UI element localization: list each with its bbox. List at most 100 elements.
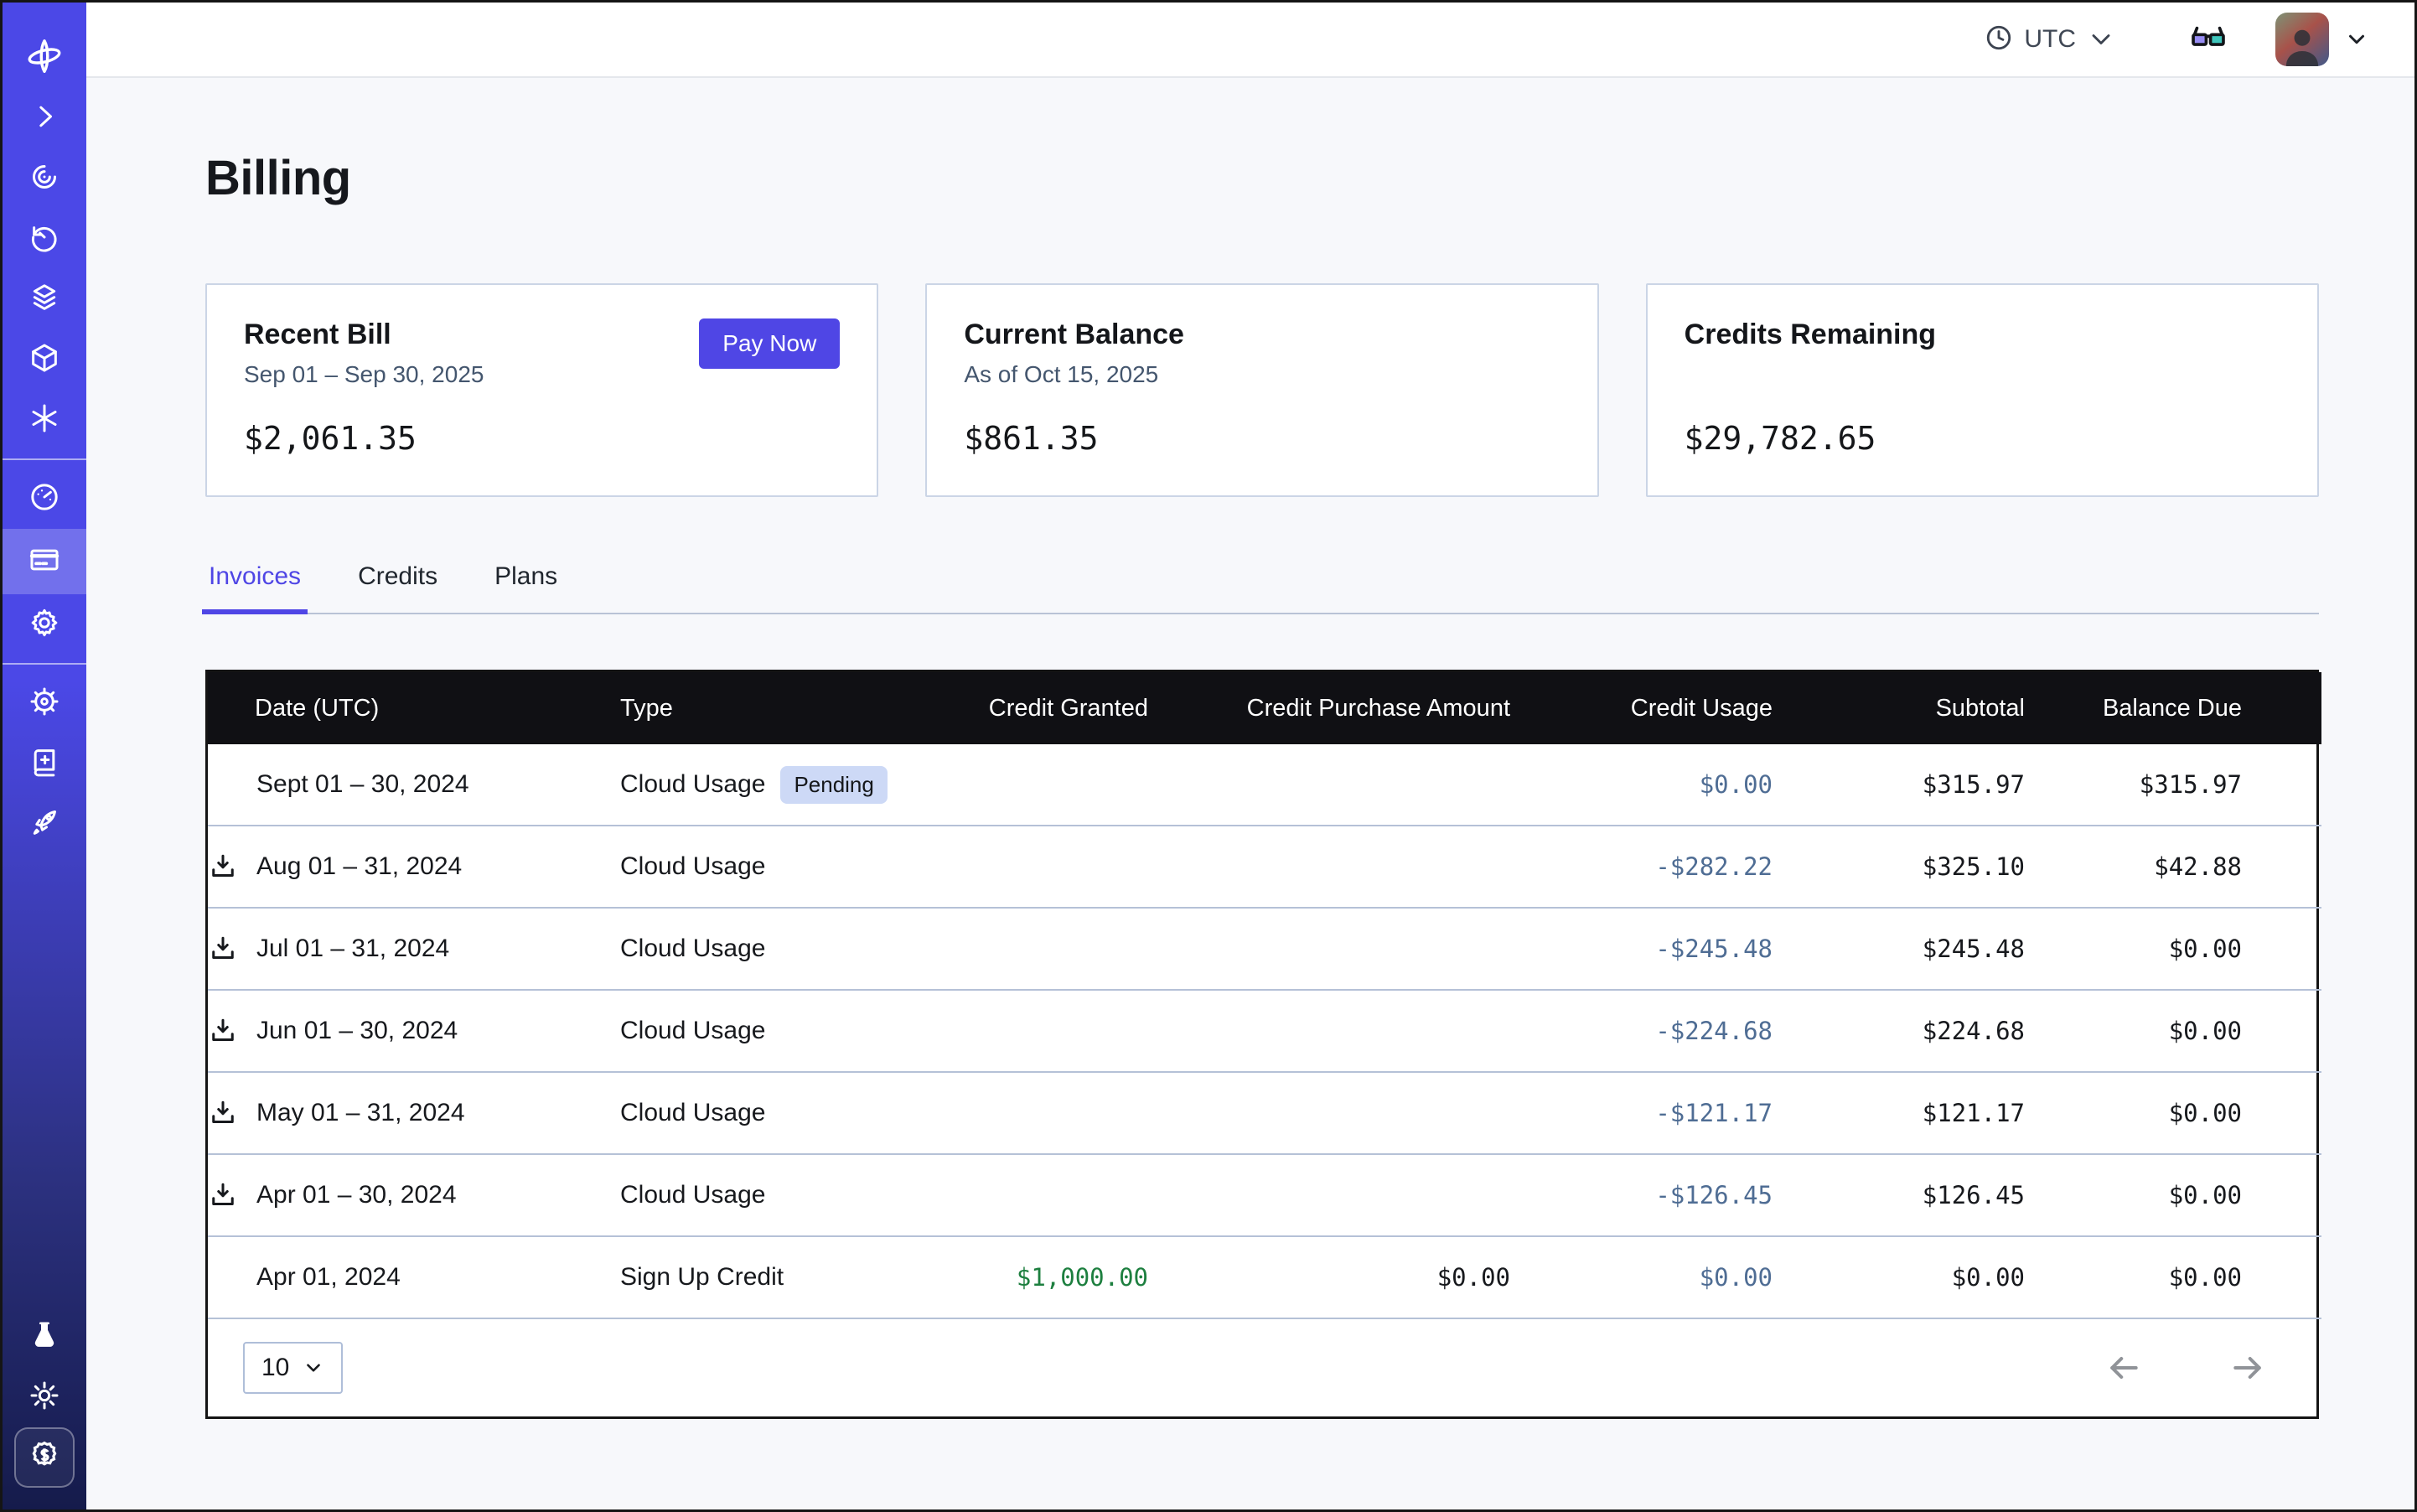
credit-purchase-value (1148, 744, 1510, 826)
cube-icon (28, 341, 61, 379)
credit-usage-value: -$224.68 (1510, 990, 1773, 1072)
sidebar-item-functions[interactable] (3, 390, 86, 450)
subtotal-value: $224.68 (1773, 990, 2025, 1072)
balance-due-value: $315.97 (2025, 744, 2321, 826)
asterisk-icon (28, 401, 61, 439)
col-credit-granted: Credit Granted (947, 672, 1148, 744)
reader-mode-button[interactable] (2190, 19, 2227, 60)
invoice-date: Sept 01 – 30, 2024 (256, 770, 469, 799)
account-menu-chevron-icon[interactable] (2344, 27, 2369, 52)
dollar-badge-icon (27, 1438, 62, 1478)
page-size-value: 10 (261, 1354, 289, 1382)
credits-remaining-title: Credits Remaining (1685, 318, 1936, 351)
credit-granted-value (947, 990, 1148, 1072)
pay-now-button[interactable]: Pay Now (699, 318, 840, 369)
subtotal-value: $315.97 (1773, 744, 2025, 826)
billing-page: Billing Recent Bill Sep 01 – Sep 30, 202… (86, 78, 2414, 1509)
chevron-down-icon (2086, 24, 2116, 54)
sun-icon (28, 1379, 61, 1416)
download-invoice-button[interactable] (208, 933, 240, 965)
subtotal-value: $126.45 (1773, 1154, 2025, 1236)
download-invoice-button[interactable] (208, 1097, 240, 1129)
sidebar-item-collapse[interactable] (3, 88, 86, 148)
clock-icon (1984, 23, 2014, 57)
download-invoice-button[interactable] (208, 1179, 240, 1211)
current-balance-title: Current Balance (964, 318, 1184, 351)
timezone-selector[interactable]: UTC (1984, 23, 2116, 57)
col-type: Type (620, 672, 947, 744)
sidebar-item-labs[interactable] (3, 1307, 86, 1367)
sidebar-item-usage[interactable] (3, 469, 86, 529)
sidebar-item-settings[interactable] (3, 594, 86, 655)
sidebar-item-getting-started[interactable] (3, 794, 86, 854)
credit-granted-value: $1,000.00 (947, 1236, 1148, 1318)
subtotal-value: $325.10 (1773, 826, 2025, 908)
sidebar-item-observe[interactable] (3, 148, 86, 209)
sidebar-item-theme[interactable] (3, 1367, 86, 1427)
page-size-select[interactable]: 10 (243, 1342, 343, 1394)
balance-due-value: $0.00 (2025, 908, 2321, 990)
download-invoice-button[interactable] (208, 1015, 240, 1047)
invoice-date: Jul 01 – 31, 2024 (256, 935, 449, 963)
balance-due-value: $42.88 (2025, 826, 2321, 908)
credits-badge-button[interactable] (14, 1427, 75, 1488)
sidebar-item-support[interactable] (3, 673, 86, 733)
summary-cards: Recent Bill Sep 01 – Sep 30, 2025 Pay No… (205, 283, 2319, 497)
invoice-type: Cloud Usage (620, 1017, 765, 1045)
balance-due-value: $0.00 (2025, 1236, 2321, 1318)
main-column: UTC (86, 3, 2414, 1509)
recent-bill-period: Sep 01 – Sep 30, 2025 (244, 361, 484, 388)
flask-icon (28, 1318, 61, 1356)
sidebar (3, 3, 86, 1509)
user-avatar[interactable] (2275, 13, 2329, 66)
previous-page-button[interactable] (2105, 1349, 2142, 1386)
table-pagination: 10 (208, 1319, 2316, 1416)
credit-usage-value: -$282.22 (1510, 826, 1773, 908)
sidebar-item-layers[interactable] (3, 269, 86, 329)
invoice-type: Cloud Usage (620, 935, 765, 963)
download-invoice-button[interactable] (208, 851, 240, 883)
tab-plans[interactable]: Plans (491, 562, 561, 613)
table-row: Aug 01 – 31, 2024 Cloud Usage -$282.22 $… (208, 826, 2321, 908)
invoice-type: Cloud Usage (620, 1181, 765, 1209)
sidebar-item-history[interactable] (3, 209, 86, 269)
billing-tabs: Invoices Credits Plans (205, 562, 2319, 614)
topbar: UTC (86, 3, 2414, 78)
layers-icon (28, 281, 61, 318)
tab-invoices[interactable]: Invoices (205, 562, 304, 613)
sidebar-divider (3, 663, 86, 665)
next-page-button[interactable] (2229, 1349, 2266, 1386)
credit-usage-value: -$121.17 (1510, 1072, 1773, 1154)
current-balance-card: Current Balance As of Oct 15, 2025 $861.… (925, 283, 1598, 497)
sidebar-item-billing[interactable] (3, 529, 86, 594)
invoice-type: Cloud Usage (620, 852, 765, 881)
subtotal-value: $121.17 (1773, 1072, 2025, 1154)
table-row: Apr 01 – 30, 2024 Cloud Usage -$126.45 $… (208, 1154, 2321, 1236)
gauge-icon (28, 480, 61, 518)
invoice-type: Cloud Usage (620, 1099, 765, 1127)
credit-granted-value (947, 826, 1148, 908)
orbit-logo-icon (25, 37, 64, 80)
table-row: Jul 01 – 31, 2024 Cloud Usage -$245.48 $… (208, 908, 2321, 990)
credit-purchase-value (1148, 990, 1510, 1072)
person-silhouette-icon (2280, 21, 2325, 66)
sidebar-item-home[interactable] (3, 28, 86, 88)
spiral-icon (28, 160, 61, 198)
tab-credits[interactable]: Credits (355, 562, 441, 613)
col-credit-usage: Credit Usage (1510, 672, 1773, 744)
rocket-icon (28, 805, 61, 843)
col-subtotal: Subtotal (1773, 672, 2025, 744)
chevron-right-icon (28, 100, 61, 137)
invoice-date: Apr 01, 2024 (256, 1263, 401, 1292)
credit-card-icon (28, 543, 61, 581)
invoice-date: Apr 01 – 30, 2024 (256, 1181, 457, 1209)
ship-wheel-icon (28, 685, 61, 722)
recent-bill-amount: $2,061.35 (244, 420, 840, 457)
balance-due-value: $0.00 (2025, 1072, 2321, 1154)
sidebar-item-docs[interactable] (3, 733, 86, 794)
sidebar-item-cube[interactable] (3, 329, 86, 390)
credit-usage-value: -$245.48 (1510, 908, 1773, 990)
status-badge: Pending (780, 766, 887, 804)
balance-due-value: $0.00 (2025, 1154, 2321, 1236)
timezone-label: UTC (2024, 25, 2076, 54)
